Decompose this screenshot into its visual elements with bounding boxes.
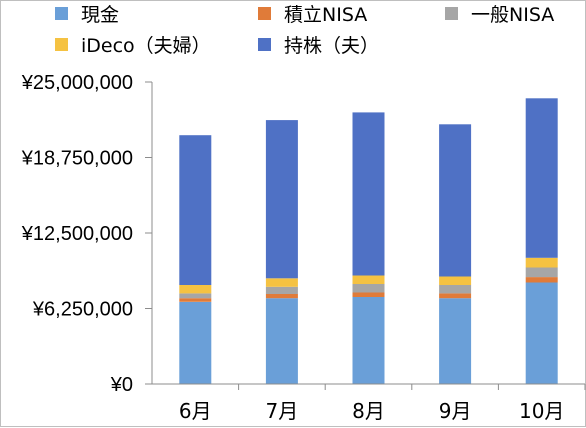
x-tick-label: 6月 — [179, 399, 212, 423]
legend-swatch-ippan-nisa — [445, 7, 458, 20]
legend-swatch-mochikabu — [258, 38, 271, 51]
x-tick-label: 7月 — [266, 399, 299, 423]
legend-label-ideco: iDeco（夫婦） — [81, 35, 211, 57]
y-tick-label: ¥0 — [110, 374, 133, 396]
bar-segment-3-3 — [352, 284, 385, 293]
legend-label-ippan-nisa: 一般NISA — [471, 4, 554, 26]
bars-group — [179, 98, 558, 384]
bar-segment-1-3 — [352, 297, 385, 384]
bar-segment-4-1 — [179, 284, 212, 294]
bar-segment-4-5 — [525, 257, 558, 268]
bar-segment-3-4 — [439, 284, 472, 294]
x-axis: 6月 7月 8月 9月 10月 — [152, 383, 586, 423]
bar-segment-5-3 — [352, 112, 385, 276]
bar-segment-1-1 — [179, 301, 212, 384]
y-tick-label: ¥18,750,000 — [21, 148, 133, 170]
bar-segment-2-3 — [352, 292, 385, 297]
x-tick-label: 10月 — [519, 399, 564, 423]
bar-segment-1-2 — [265, 298, 298, 384]
bar-segment-5-5 — [525, 98, 558, 258]
bar-segment-5-1 — [179, 135, 212, 285]
bar-segment-2-4 — [439, 293, 472, 299]
bar-segment-5-2 — [265, 120, 298, 279]
legend-label-tsumitate-nisa: 積立NISA — [284, 4, 367, 26]
bar-segment-2-1 — [179, 298, 212, 302]
bar-segment-5-4 — [439, 124, 472, 277]
bar-segment-3-2 — [265, 286, 298, 294]
bar-segment-4-3 — [352, 275, 385, 284]
legend-label-mochikabu: 持株（夫） — [284, 35, 379, 57]
legend-label-cash: 現金 — [81, 4, 119, 26]
x-tick-label: 9月 — [439, 399, 472, 423]
bar-segment-1-4 — [439, 298, 472, 384]
bar-segment-2-5 — [525, 277, 558, 283]
x-tick-label: 8月 — [352, 399, 385, 423]
y-axis: ¥0 ¥6,250,000 ¥12,500,000 ¥18,750,000 ¥25,00… — [21, 72, 153, 396]
legend-swatch-tsumitate-nisa — [258, 7, 271, 20]
y-tick-label: ¥6,250,000 — [32, 299, 133, 321]
y-tick-label: ¥12,500,000 — [21, 223, 133, 245]
bar-segment-3-1 — [179, 293, 212, 299]
bar-segment-2-2 — [265, 294, 298, 299]
bar-segment-4-2 — [265, 278, 298, 287]
legend-swatch-cash — [55, 7, 68, 20]
y-tick-label: ¥25,000,000 — [21, 72, 133, 94]
legend-swatch-ideco — [55, 38, 68, 51]
bar-segment-3-5 — [525, 267, 558, 278]
bar-segment-1-5 — [525, 282, 558, 384]
bar-segment-4-4 — [439, 276, 472, 285]
legend: 現金 積立NISA 一般NISA iDeco（夫婦） 持株（夫） — [55, 4, 554, 57]
